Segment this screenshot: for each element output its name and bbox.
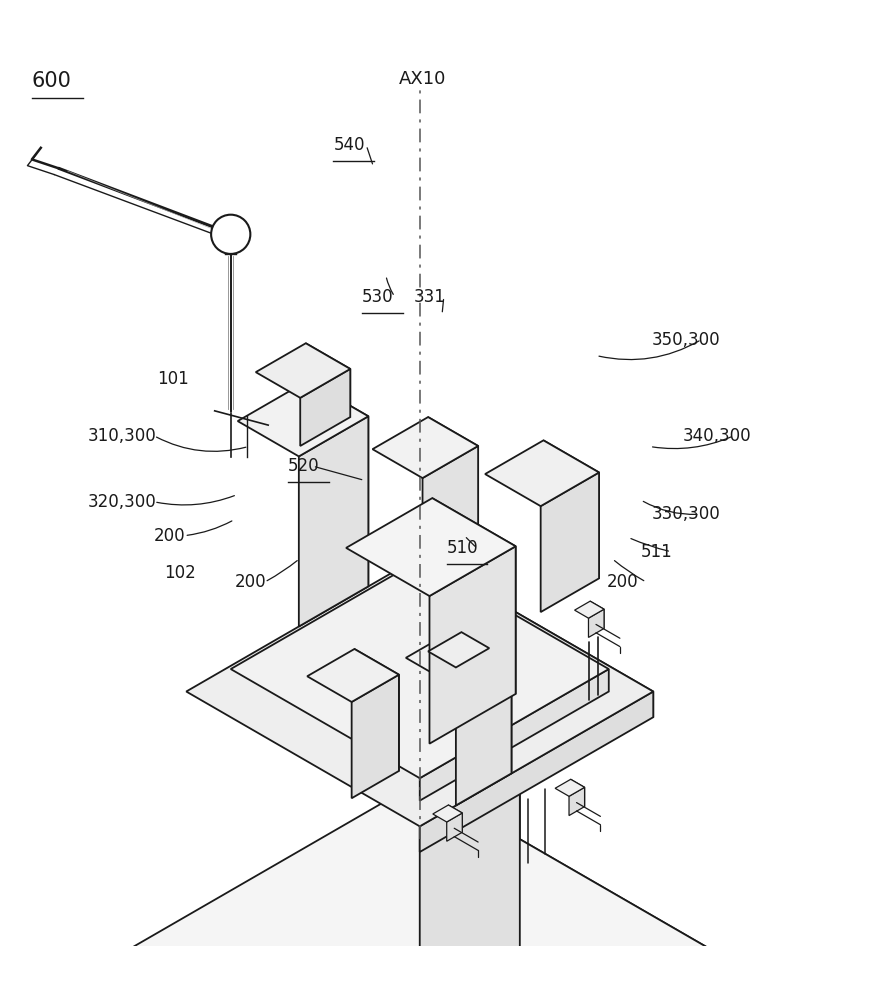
Polygon shape	[97, 781, 742, 1000]
Polygon shape	[544, 440, 599, 578]
Text: 510: 510	[446, 539, 478, 557]
Polygon shape	[555, 779, 585, 796]
Polygon shape	[420, 669, 609, 801]
Polygon shape	[307, 381, 368, 586]
Polygon shape	[230, 560, 609, 778]
Polygon shape	[346, 498, 515, 596]
Polygon shape	[420, 717, 520, 1000]
Polygon shape	[433, 805, 463, 822]
Polygon shape	[462, 626, 512, 773]
Polygon shape	[300, 369, 350, 446]
Text: 320,300: 320,300	[88, 493, 157, 511]
Polygon shape	[420, 560, 609, 692]
Text: 200: 200	[154, 527, 186, 545]
Polygon shape	[352, 675, 399, 798]
Polygon shape	[420, 968, 742, 1000]
Polygon shape	[420, 557, 654, 717]
Polygon shape	[571, 779, 585, 807]
Text: 200: 200	[234, 573, 266, 591]
Text: 520: 520	[288, 457, 320, 475]
Text: 350,300: 350,300	[652, 331, 720, 349]
Polygon shape	[420, 692, 654, 852]
Polygon shape	[428, 417, 478, 549]
Polygon shape	[255, 343, 350, 398]
Polygon shape	[422, 446, 478, 581]
Polygon shape	[456, 655, 512, 805]
Polygon shape	[574, 601, 604, 618]
Polygon shape	[187, 557, 654, 826]
Text: 600: 600	[32, 71, 71, 91]
Text: 330,300: 330,300	[652, 505, 721, 523]
Text: AX10: AX10	[399, 70, 446, 88]
Text: 101: 101	[157, 370, 188, 388]
Polygon shape	[446, 813, 463, 841]
Polygon shape	[588, 609, 604, 637]
Polygon shape	[320, 659, 520, 775]
Text: 102: 102	[163, 564, 196, 582]
Polygon shape	[420, 659, 520, 968]
Polygon shape	[420, 781, 742, 1000]
Polygon shape	[428, 632, 489, 667]
Polygon shape	[355, 649, 399, 771]
Polygon shape	[405, 626, 512, 687]
Polygon shape	[462, 632, 489, 674]
Polygon shape	[569, 787, 585, 816]
Text: 331: 331	[413, 288, 446, 306]
Text: 530: 530	[362, 288, 394, 306]
Polygon shape	[238, 381, 368, 456]
Polygon shape	[448, 805, 463, 832]
Text: 310,300: 310,300	[88, 427, 157, 445]
Polygon shape	[456, 648, 489, 693]
Polygon shape	[540, 472, 599, 612]
Circle shape	[211, 215, 250, 254]
Polygon shape	[305, 343, 350, 417]
Text: 511: 511	[641, 543, 672, 561]
Polygon shape	[299, 416, 368, 627]
Polygon shape	[432, 498, 515, 694]
Polygon shape	[485, 440, 599, 506]
Text: 540: 540	[333, 136, 364, 154]
Polygon shape	[430, 546, 515, 744]
Text: 200: 200	[607, 573, 638, 591]
Text: 340,300: 340,300	[683, 427, 751, 445]
Polygon shape	[307, 649, 399, 702]
Polygon shape	[372, 417, 478, 478]
Polygon shape	[590, 601, 604, 628]
